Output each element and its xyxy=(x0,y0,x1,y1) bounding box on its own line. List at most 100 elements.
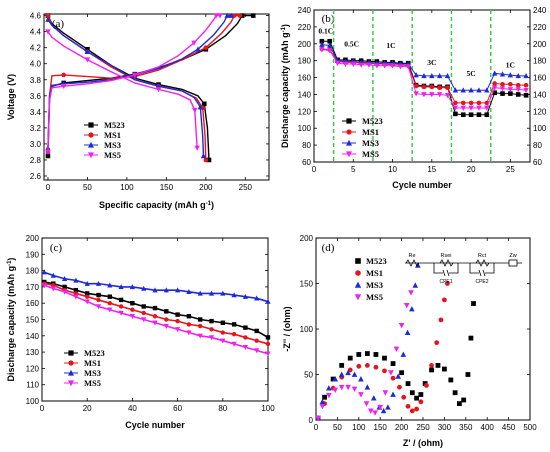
x-tick-label: 0 xyxy=(314,423,319,432)
point-MS5 xyxy=(468,105,474,111)
point-M523 xyxy=(508,91,513,96)
point-MS3 xyxy=(228,12,234,18)
point-M523 xyxy=(456,401,462,407)
series-M523-charge xyxy=(47,14,254,156)
x-tick-label: 80 xyxy=(218,404,227,413)
point-MS1 xyxy=(265,341,271,347)
point-MS5 xyxy=(45,29,51,35)
point-M523 xyxy=(382,355,387,361)
point-MS3 xyxy=(468,87,474,93)
point-MS1 xyxy=(414,406,419,412)
point-MS3 xyxy=(413,72,419,78)
point-MS1 xyxy=(429,84,435,90)
point-MS5 xyxy=(491,85,498,91)
point-MS3 xyxy=(385,404,391,410)
legend-label: M523 xyxy=(366,256,387,266)
y-tick-label: 180 xyxy=(298,57,312,66)
point-MS3 xyxy=(45,16,51,22)
legend-marker xyxy=(355,270,361,276)
legend-marker xyxy=(355,258,361,264)
panel-b: 0 5 10 15 20 25 60 60 80 80 100 100 120 120 140 140 160 1… xyxy=(280,6,547,190)
point-MS3 xyxy=(118,284,124,290)
point-MS3 xyxy=(436,72,443,79)
point-MS3 xyxy=(231,292,237,298)
legend-label: MS1 xyxy=(362,127,379,137)
y-axis-label: Voltage (V) xyxy=(6,74,16,120)
point-MS5 xyxy=(381,63,388,69)
x-tick-label: 450 xyxy=(502,423,516,432)
panel-label: (b) xyxy=(322,13,335,25)
point-MS5 xyxy=(327,48,333,54)
legend-label: M523 xyxy=(362,116,383,126)
point-MS3 xyxy=(175,287,181,293)
point-M523 xyxy=(45,153,51,159)
y-tick-label: 3.8 xyxy=(30,76,42,85)
x-tick-label: 150 xyxy=(160,183,174,192)
point-MS3 xyxy=(107,282,113,288)
point-MS5 xyxy=(363,401,370,407)
y-tick-label: 100 xyxy=(26,397,40,406)
cpe-plate xyxy=(478,269,482,277)
y-tick-label: 3.4 xyxy=(30,108,42,117)
x-tick-label: 100 xyxy=(120,183,134,192)
point-M523 xyxy=(448,377,454,383)
point-MS1 xyxy=(347,367,353,373)
point-MS1 xyxy=(141,310,146,316)
resistor-symbol xyxy=(405,259,420,267)
circuit-label: Rsei xyxy=(440,253,451,259)
legend-label: MS5 xyxy=(362,149,379,159)
point-M523 xyxy=(418,392,424,397)
point-MS3 xyxy=(515,72,521,79)
point-MS5 xyxy=(141,317,147,323)
point-MS1 xyxy=(523,82,529,88)
point-MS5 xyxy=(107,307,113,313)
point-MS1 xyxy=(175,318,180,324)
x-tick-label: 300 xyxy=(438,423,452,432)
point-MS3 xyxy=(412,282,419,288)
point-MS3 xyxy=(208,290,215,296)
x-tick-label: 0 xyxy=(40,404,45,413)
y-tick-label: 3.2 xyxy=(30,124,42,133)
point-MS5 xyxy=(213,13,219,19)
y-tick-label: 100 xyxy=(300,325,314,334)
point-MS1 xyxy=(45,13,51,18)
legend-marker xyxy=(88,132,94,138)
point-MS5 xyxy=(499,86,506,92)
point-MS5 xyxy=(319,47,325,53)
y-tick-label: 240 xyxy=(298,6,312,15)
point-MS3 xyxy=(73,277,79,283)
point-M523 xyxy=(265,335,271,340)
point-MS3 xyxy=(452,87,459,93)
y-tick-label: 200 xyxy=(300,234,314,243)
point-MS3 xyxy=(84,48,91,54)
point-MS3 xyxy=(242,293,248,299)
point-MS5 xyxy=(398,322,405,329)
point-MS5 xyxy=(197,333,203,339)
y-tick-label: 3.6 xyxy=(30,92,42,101)
panel-c: 0 20 40 60 80 100 100 110 120 130 140 150 160 170 180 1… xyxy=(6,234,275,430)
point-MS3 xyxy=(421,72,427,79)
x-tick-label: 60 xyxy=(173,404,182,413)
x-tick-label: 10 xyxy=(388,165,397,174)
x-tick-label: 5 xyxy=(351,165,356,174)
point-MS5 xyxy=(374,63,380,69)
point-MS5 xyxy=(523,87,529,94)
point-MS3 xyxy=(484,87,490,93)
point-MS3 xyxy=(358,376,364,382)
point-MS3 xyxy=(129,284,135,290)
point-MS3 xyxy=(364,384,371,390)
point-MS1 xyxy=(429,363,434,368)
point-MS5 xyxy=(351,386,358,393)
x-tick-label: 20 xyxy=(83,404,92,413)
panel-d: 0 50 100 150 200 250 300 350 400 450 500 0 50 100 150 2… xyxy=(282,234,537,448)
point-MS3 xyxy=(390,391,396,397)
y-tick-label: 140 xyxy=(298,90,312,99)
y-tick-label: 4.6 xyxy=(30,12,42,21)
point-MS3 xyxy=(265,298,271,304)
y-tick-label: 2.6 xyxy=(30,172,42,181)
legend-label: MS1 xyxy=(366,268,383,278)
point-MS3 xyxy=(476,87,482,93)
legend-marker xyxy=(354,281,362,288)
point-M523 xyxy=(175,312,180,317)
y-tick-label-right: 100 xyxy=(533,124,547,133)
